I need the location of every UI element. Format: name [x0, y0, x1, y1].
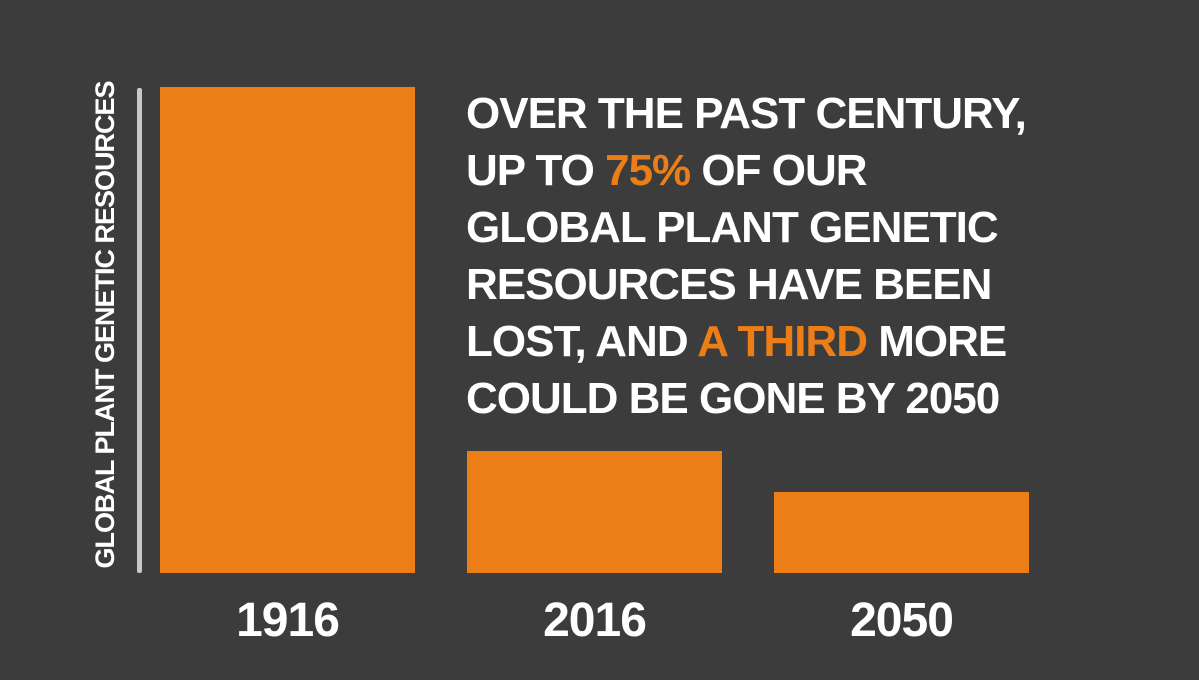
headline-text: OVER THE PAST CENTURY,	[466, 89, 1027, 138]
headline: OVER THE PAST CENTURY, UP TO 75% OF OUR GL…	[466, 85, 1027, 427]
y-axis-line	[137, 88, 142, 573]
headline-line: RESOURCES HAVE BEEN	[466, 256, 1026, 313]
bar-2016	[467, 451, 722, 573]
headline-text: COULD BE GONE BY 2050	[466, 374, 1000, 423]
headline-line: UP TO 75% OF OUR	[466, 142, 1026, 199]
headline-text: RESOURCES HAVE BEEN	[466, 260, 992, 309]
headline-line: OVER THE PAST CENTURY,	[466, 85, 1027, 142]
headline-text: MORE	[866, 317, 1007, 366]
bar-label-1916: 1916	[236, 594, 340, 647]
headline-text: LOST, AND	[466, 317, 698, 366]
bar-label-2050: 2050	[850, 594, 954, 647]
bar-label-2016: 2016	[543, 594, 647, 647]
headline-highlight: 75%	[605, 146, 691, 195]
headline-text: OF OUR	[690, 146, 867, 195]
bar-chart: 1916 2016 2050	[160, 87, 1040, 647]
headline-text: GLOBAL PLANT GENETIC	[466, 203, 999, 252]
headline-line: LOST, AND A THIRD MORE	[466, 313, 1026, 370]
y-axis-label: GLOBAL PLANT GENETIC RESOURCES	[90, 81, 120, 569]
bar-2050	[774, 492, 1029, 573]
headline-line: COULD BE GONE BY 2050	[466, 370, 1026, 427]
headline-text: UP TO	[466, 146, 606, 195]
bar-1916	[160, 87, 415, 573]
headline-line: GLOBAL PLANT GENETIC	[466, 199, 1026, 256]
headline-highlight: A THIRD	[697, 317, 868, 366]
